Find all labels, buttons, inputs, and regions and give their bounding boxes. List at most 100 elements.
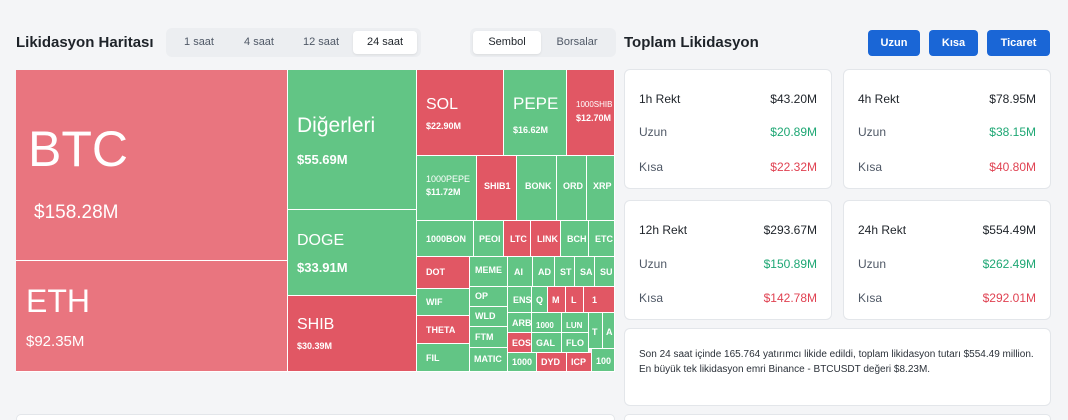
card-short-label: Kısa <box>858 160 883 174</box>
tile-op[interactable]: OP <box>470 287 508 307</box>
tile-label: PEOI <box>479 234 501 244</box>
time-option-4h[interactable]: 4 saat <box>244 36 274 48</box>
tile-label: ORD <box>563 181 583 191</box>
tile-xrp[interactable]: XRP <box>587 156 615 221</box>
short-button[interactable]: Kısa <box>929 30 978 56</box>
tile-sol[interactable]: SOL $22.90M <box>417 70 504 156</box>
tile-ltc[interactable]: LTC <box>504 221 531 257</box>
tile-l[interactable]: L <box>566 287 584 313</box>
tile-pepe[interactable]: PEPE $16.62M <box>504 70 567 156</box>
trade-button[interactable]: Ticaret <box>987 30 1050 56</box>
view-selector: Sembol Borsalar <box>470 28 616 57</box>
tile-arb[interactable]: ARB <box>508 313 532 333</box>
card-long-value: $38.15M <box>989 125 1036 139</box>
tile-label: MEME <box>475 265 502 275</box>
tile-label: GAL <box>536 338 555 348</box>
tile-q[interactable]: Q <box>532 287 548 313</box>
card-period: 24h Rekt <box>858 223 907 237</box>
tile-shib[interactable]: SHIB $30.39M <box>288 296 417 372</box>
tile-ord[interactable]: ORD <box>557 156 587 221</box>
next-panel-left <box>16 414 615 420</box>
tile-gal[interactable]: GAL <box>532 333 562 353</box>
card-short-value: $40.80M <box>989 160 1036 174</box>
tile-flo[interactable]: FLO <box>562 333 589 353</box>
tile-label: ST <box>560 267 572 277</box>
tile-doge[interactable]: DOGE $33.91M <box>288 210 417 296</box>
tile-wif[interactable]: WIF <box>417 289 470 316</box>
tile-ad[interactable]: AD <box>533 257 555 287</box>
stat-card-1h: 1h Rekt $43.20M Uzun $20.89M Kısa $22.32M <box>624 69 832 189</box>
tile-btc[interactable]: BTC $158.28M <box>16 70 288 261</box>
tile-dot[interactable]: DOT <box>417 257 470 289</box>
tile-label: LUN <box>566 321 583 330</box>
tile-t[interactable]: T <box>589 313 603 349</box>
time-option-24h[interactable]: 24 saat <box>353 31 417 54</box>
tile-value: $92.35M <box>26 333 85 350</box>
tile-label: XRP <box>593 181 612 191</box>
tile-su[interactable]: SU <box>595 257 615 287</box>
card-total: $554.49M <box>982 223 1036 237</box>
tile-bch[interactable]: BCH <box>561 221 589 257</box>
tile-meme[interactable]: MEME <box>470 257 508 287</box>
tile-value: $30.39M <box>297 341 333 351</box>
long-button[interactable]: Uzun <box>868 30 920 56</box>
tile-others[interactable]: Diğerleri $55.69M <box>288 70 417 210</box>
tile-1000pepe[interactable]: 1000PEPE $11.72M <box>417 156 477 221</box>
tile-eth[interactable]: ETH $92.35M <box>16 261 288 372</box>
tile-value: $11.72M <box>426 187 461 197</box>
tile-label: 1000PEPE <box>426 174 471 184</box>
card-period: 12h Rekt <box>639 223 688 237</box>
tile-1000-b[interactable]: 1000 <box>508 353 537 372</box>
view-option-symbol[interactable]: Sembol <box>473 31 541 54</box>
tile-sa[interactable]: SA <box>575 257 595 287</box>
tile-ens[interactable]: ENS <box>508 287 532 313</box>
tile-shib1[interactable]: SHIB1 <box>477 156 517 221</box>
tile-label: ETC <box>595 234 613 244</box>
tile-matic[interactable]: MATIC <box>470 348 508 372</box>
tile-label: SU <box>600 267 613 277</box>
tile-label: FLO <box>566 338 584 348</box>
tile-label: EOS <box>512 338 532 348</box>
tile-label: ETH <box>26 283 90 319</box>
tile-label: LINK <box>537 234 558 244</box>
tile-label: PEPE <box>513 94 559 113</box>
tile-a[interactable]: A <box>603 313 615 349</box>
tile-value: $22.90M <box>426 121 462 131</box>
tile-1000shib[interactable]: 1000SHIB $12.70M <box>567 70 615 156</box>
total-liquidation-title: Toplam Likidasyon <box>624 34 759 51</box>
tile-theta[interactable]: THETA <box>417 316 470 344</box>
tile-ai[interactable]: AI <box>508 257 533 287</box>
tile-icp[interactable]: ICP <box>567 353 592 372</box>
tile-1000bon[interactable]: 1000BON <box>417 221 474 257</box>
tile-label: DOGE <box>297 232 345 249</box>
tile-fil[interactable]: FIL <box>417 344 470 372</box>
tile-label: OP <box>475 291 489 301</box>
tile-value: $16.62M <box>513 125 549 135</box>
tile-wld[interactable]: WLD <box>470 307 508 327</box>
tile-label: L <box>571 295 577 305</box>
tile-m[interactable]: M <box>548 287 566 313</box>
tile-label: A <box>606 327 613 337</box>
card-long-value: $262.49M <box>982 257 1036 271</box>
tile-label: 1000 <box>512 357 533 367</box>
tile-1000-a[interactable]: 1000 <box>532 313 562 333</box>
tile-bonk[interactable]: BONK <box>517 156 557 221</box>
tile-100[interactable]: 100 <box>592 349 615 372</box>
view-option-exchanges[interactable]: Borsalar <box>556 36 598 48</box>
tile-label: SOL <box>426 96 459 113</box>
time-option-12h[interactable]: 12 saat <box>302 36 340 48</box>
tile-eos[interactable]: EOS <box>508 333 532 353</box>
tile-ftm[interactable]: FTM <box>470 327 508 348</box>
tile-lun[interactable]: LUN <box>562 313 589 333</box>
card-short-value: $292.01M <box>982 291 1036 305</box>
time-option-1h[interactable]: 1 saat <box>184 36 214 48</box>
tile-value: $12.70M <box>576 113 612 123</box>
tile-st[interactable]: ST <box>555 257 575 287</box>
tile-peoi[interactable]: PEOI <box>474 221 504 257</box>
tile-1[interactable]: 1 <box>584 287 615 313</box>
card-long-label: Uzun <box>639 125 668 139</box>
tile-dyd[interactable]: DYD <box>537 353 567 372</box>
tile-etc[interactable]: ETC <box>589 221 615 257</box>
tile-link[interactable]: LINK <box>531 221 561 257</box>
